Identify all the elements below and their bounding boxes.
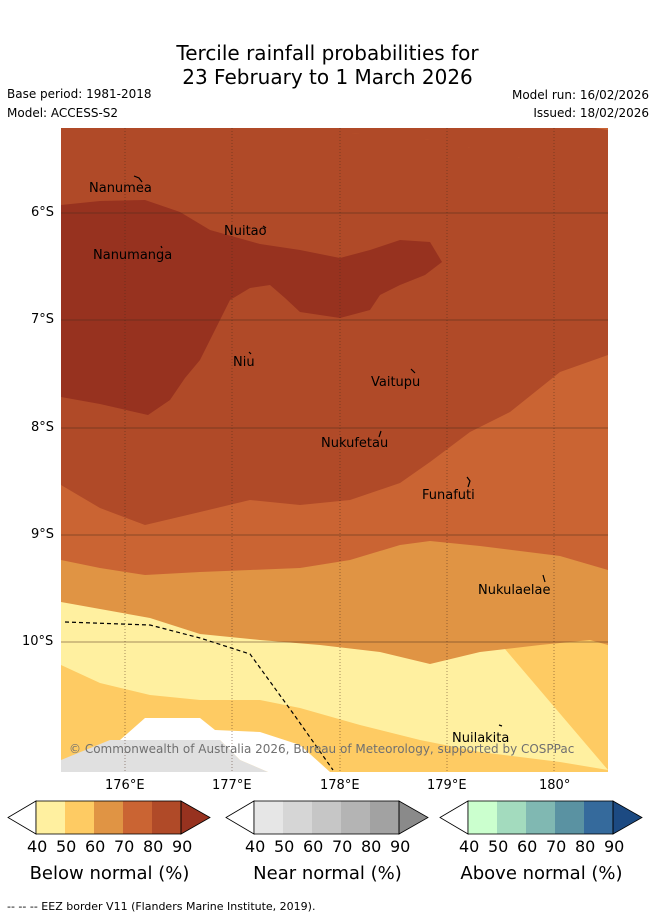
land-mask-white: [120, 718, 330, 772]
below-normal-title: Below normal (%): [29, 863, 190, 884]
map-title-line1: Tercile rainfall probabilities for: [176, 41, 479, 65]
place-nukufetau: Nukufetau: [321, 436, 389, 451]
above-normal-colorbar: [439, 800, 643, 835]
below-normal-tick-label: 90: [172, 837, 193, 856]
lon-gridlines: [124, 128, 555, 772]
below-normal-tick-label: 60: [85, 837, 106, 856]
place-nuitao: Nuitao: [224, 224, 267, 239]
above-normal-tick-label: 90: [604, 837, 625, 856]
near-normal-swatch: [312, 801, 341, 834]
lat-label-9s: 9°S: [31, 527, 55, 542]
below-normal-swatch: [94, 801, 123, 834]
below-normal-frame: [35, 800, 182, 835]
below-normal-swatch: [123, 801, 152, 834]
below-normal-tick-label: 50: [56, 837, 77, 856]
near-normal-frame: [253, 800, 400, 835]
place-nanumanga: Nanumanga: [93, 248, 173, 263]
near-normal-tick-label: 60: [303, 837, 324, 856]
eez-border: [64, 621, 334, 771]
near-normal-swatch: [370, 801, 399, 834]
lon-label-177e: 177°E: [212, 778, 252, 793]
below-normal-over-arrow: [180, 800, 211, 835]
below-normal-colorbar: [7, 800, 211, 835]
near-normal-tick-label: 90: [390, 837, 411, 856]
near-normal-colorbar: [225, 800, 429, 835]
above-normal-swatch: [468, 801, 497, 834]
model-run: Model run: 16/02/2026: [511, 88, 649, 102]
lon-label-176e: 176°E: [105, 778, 145, 793]
above-normal-title: Above normal (%): [460, 863, 623, 884]
above-normal-frame: [467, 800, 614, 835]
above-normal-swatch: [555, 801, 584, 834]
below-normal-swatch: [65, 801, 94, 834]
lon-label-180: 180°: [539, 778, 571, 793]
below-normal-tick-label: 40: [27, 837, 48, 856]
map-title-line2: 23 February to 1 March 2026: [182, 65, 473, 89]
copyright-notice: © Commonwealth of Australia 2026, Bureau…: [69, 742, 575, 756]
above-normal-swatch: [584, 801, 613, 834]
above-normal-tick-label: 70: [546, 837, 567, 856]
model-name: Model: ACCESS-S2: [7, 106, 119, 120]
place-nukulaelae: Nukulaelae: [478, 583, 551, 598]
band-highest: [61, 200, 442, 415]
land-mask-gray: [61, 740, 268, 772]
above-normal-tick-label: 60: [517, 837, 538, 856]
above-normal-tick-label: 50: [488, 837, 509, 856]
near-normal-over-arrow: [398, 800, 429, 835]
lat-gridlines: [61, 212, 608, 643]
below-normal-tick-label: 80: [143, 837, 164, 856]
near-normal-title: Near normal (%): [253, 863, 402, 884]
issued-date: Issued: 18/02/2026: [533, 106, 649, 120]
near-normal-tick-label: 40: [245, 837, 266, 856]
lon-label-179e: 179°E: [427, 778, 467, 793]
eez-footer-note: -- -- -- EEZ border V11 (Flanders Marine…: [7, 900, 316, 913]
above-normal-tick-label: 80: [575, 837, 596, 856]
near-normal-tick-label: 80: [361, 837, 382, 856]
island-marks: [133, 175, 546, 727]
above-normal-under-arrow: [439, 800, 469, 835]
above-normal-over-arrow: [612, 800, 643, 835]
below-normal-swatch: [152, 801, 181, 834]
lat-label-6s: 6°S: [31, 205, 55, 220]
place-niu: Niu: [233, 355, 255, 370]
place-funafuti: Funafuti: [422, 488, 475, 503]
place-nanumea: Nanumea: [89, 181, 152, 196]
below-normal-under-arrow: [7, 800, 37, 835]
near-normal-swatch: [254, 801, 283, 834]
lat-label-8s: 8°S: [31, 420, 55, 435]
above-normal-swatch: [497, 801, 526, 834]
lon-label-178e: 178°E: [320, 778, 360, 793]
lat-label-10s: 10°S: [22, 634, 54, 649]
base-period: Base period: 1981-2018: [7, 87, 152, 101]
place-nuilakita: Nuilakita: [452, 731, 510, 746]
above-normal-swatch: [526, 801, 555, 834]
below-normal-tick-label: 70: [114, 837, 135, 856]
near-normal-tick-label: 50: [274, 837, 295, 856]
above-normal-tick-label: 40: [459, 837, 480, 856]
near-normal-swatch: [283, 801, 312, 834]
place-vaitupu: Vaitupu: [371, 375, 421, 390]
near-normal-tick-label: 70: [332, 837, 353, 856]
lat-label-7s: 7°S: [31, 312, 55, 327]
near-normal-swatch: [341, 801, 370, 834]
probability-field: [61, 128, 608, 772]
near-normal-under-arrow: [225, 800, 255, 835]
below-normal-swatch: [36, 801, 65, 834]
